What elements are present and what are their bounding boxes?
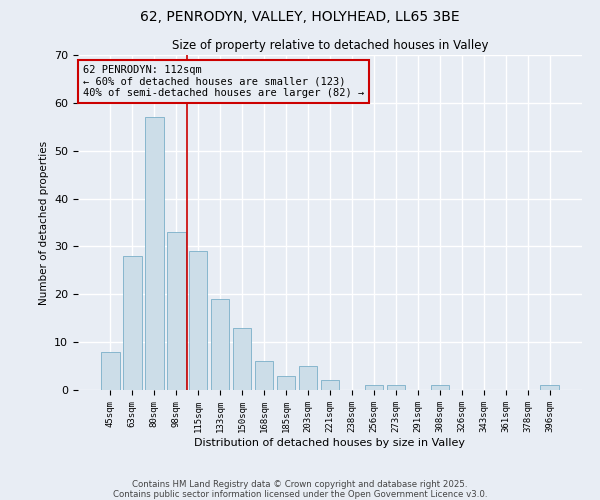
Bar [431, 385, 449, 390]
Bar [167, 232, 185, 390]
X-axis label: Distribution of detached houses by size in Valley: Distribution of detached houses by size … [194, 438, 466, 448]
Bar [189, 251, 208, 390]
Bar [386, 385, 405, 390]
Bar [541, 385, 559, 390]
Bar [320, 380, 340, 390]
Bar [365, 385, 383, 390]
Bar [101, 352, 119, 390]
Text: 62, PENRODYN, VALLEY, HOLYHEAD, LL65 3BE: 62, PENRODYN, VALLEY, HOLYHEAD, LL65 3BE [140, 10, 460, 24]
Bar [299, 366, 317, 390]
Y-axis label: Number of detached properties: Number of detached properties [38, 140, 49, 304]
Text: 62 PENRODYN: 112sqm
← 60% of detached houses are smaller (123)
40% of semi-detac: 62 PENRODYN: 112sqm ← 60% of detached ho… [83, 65, 364, 98]
Text: Contains HM Land Registry data © Crown copyright and database right 2025.
Contai: Contains HM Land Registry data © Crown c… [113, 480, 487, 499]
Bar [255, 362, 274, 390]
Bar [233, 328, 251, 390]
Bar [145, 117, 164, 390]
Title: Size of property relative to detached houses in Valley: Size of property relative to detached ho… [172, 40, 488, 52]
Bar [211, 299, 229, 390]
Bar [123, 256, 142, 390]
Bar [277, 376, 295, 390]
